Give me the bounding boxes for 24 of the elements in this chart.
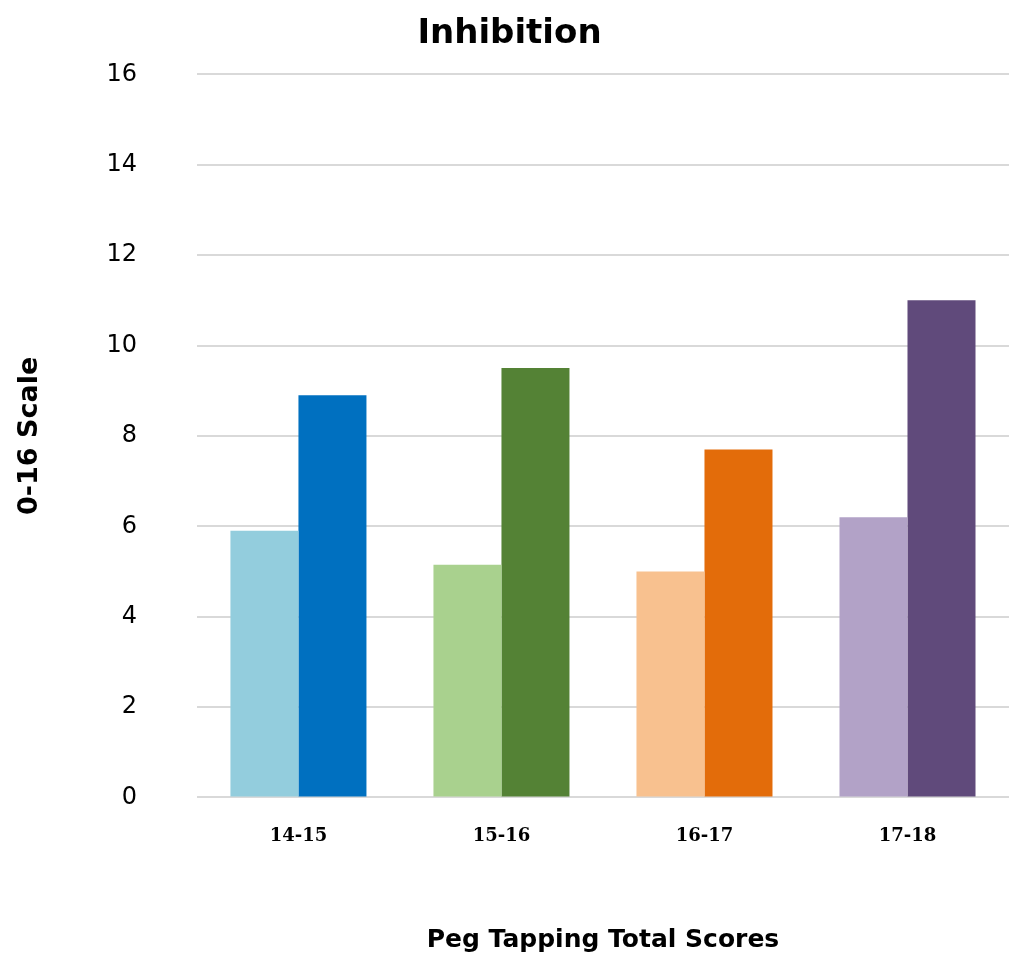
bar [636, 571, 705, 797]
y-axis-title: 0-16 Scale [12, 356, 44, 515]
y-tick-label: 8 [121, 420, 137, 449]
y-tick-label: 10 [106, 329, 137, 358]
x-axis-title: Peg Tapping Total Scores [426, 923, 780, 953]
x-tick-label: 16-17 [675, 823, 734, 845]
y-tick-label: 14 [106, 149, 137, 178]
y-tick-label: 6 [121, 510, 137, 539]
x-tick-label: 14-15 [269, 823, 328, 845]
y-tick-label: 16 [106, 58, 137, 87]
bar [907, 300, 976, 797]
y-tick-label: 12 [106, 239, 137, 268]
bar [704, 449, 773, 797]
x-tick-label: 15-16 [472, 823, 531, 845]
bar [230, 530, 299, 797]
x-tick-label: 17-18 [878, 823, 937, 845]
chart-title: Inhibition [417, 10, 602, 51]
bar [501, 368, 570, 797]
y-tick-label: 0 [121, 781, 137, 810]
bar [298, 395, 367, 797]
y-tick-label: 2 [121, 691, 137, 720]
bar [433, 564, 502, 797]
y-tick-label: 4 [121, 600, 137, 629]
bar [839, 517, 908, 797]
